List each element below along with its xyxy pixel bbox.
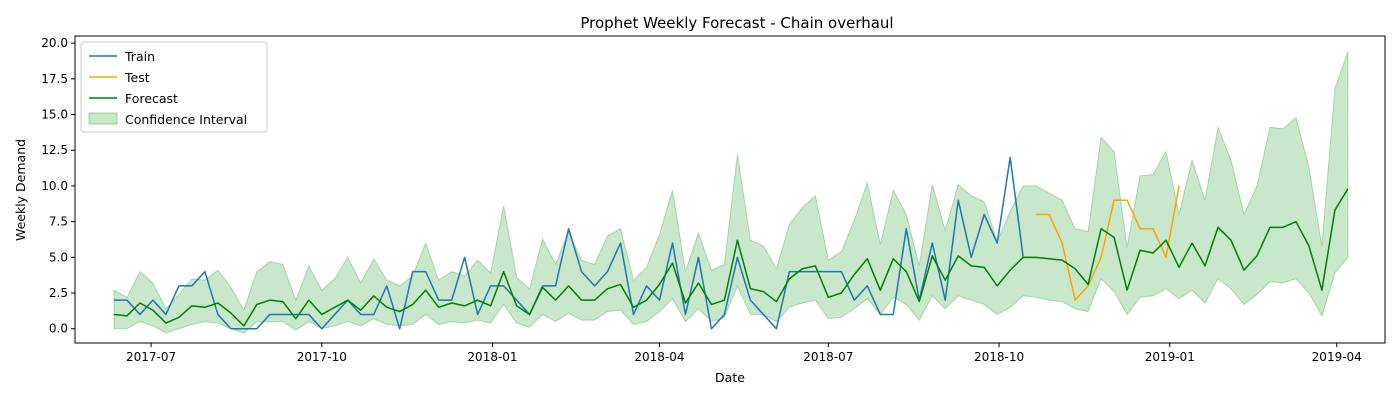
- train-line: [113, 156, 1024, 330]
- plot-frame: [74, 35, 1386, 344]
- legend-label-test: Test: [124, 70, 150, 85]
- legend-label-train: Train: [124, 49, 155, 64]
- x-tick-label: 2019-01: [1145, 350, 1195, 364]
- x-tick-label: 2018-01: [467, 350, 517, 364]
- y-tick-label: 2.5: [49, 286, 68, 300]
- y-tick-label: 5.0: [49, 250, 68, 264]
- legend-label-forecast: Forecast: [125, 91, 178, 106]
- y-tick-label: 12.5: [41, 143, 68, 157]
- chart-title: Prophet Weekly Forecast - Chain overhaul: [580, 14, 893, 32]
- y-axis: 0.0 2.5 5.0 7.5 10.0 12.5 15.0 17.5 20.0: [41, 36, 75, 336]
- y-tick-label: 0.0: [49, 322, 68, 336]
- test-line: [1036, 185, 1180, 301]
- y-tick-label: 20.0: [41, 36, 68, 50]
- legend-box: [80, 41, 268, 133]
- legend-swatch-confidence: [88, 112, 118, 125]
- x-tick-label: 2019-04: [1312, 350, 1362, 364]
- y-tick-label: 7.5: [49, 215, 68, 229]
- x-axis: 2017-07 2017-10 2018-01 2018-04 2018-07 2018-…: [126, 343, 1362, 364]
- x-axis-label: Date: [715, 370, 745, 385]
- x-tick-label: 2018-10: [974, 350, 1024, 364]
- x-tick-label: 2017-07: [126, 350, 176, 364]
- confidence-band: [113, 51, 1349, 334]
- y-axis-label: Weekly Demand: [13, 139, 28, 241]
- plot-area: [113, 51, 1349, 334]
- forecast-line: [113, 188, 1349, 327]
- x-tick-label: 2018-07: [803, 350, 853, 364]
- legend: Train Test Forecast Confidence Interval: [80, 41, 268, 133]
- y-tick-label: 17.5: [41, 72, 68, 86]
- y-tick-label: 10.0: [41, 179, 68, 193]
- x-tick-label: 2018-04: [634, 350, 684, 364]
- y-tick-label: 15.0: [41, 108, 68, 122]
- legend-label-confidence: Confidence Interval: [125, 112, 247, 127]
- x-tick-label: 2017-10: [297, 350, 347, 364]
